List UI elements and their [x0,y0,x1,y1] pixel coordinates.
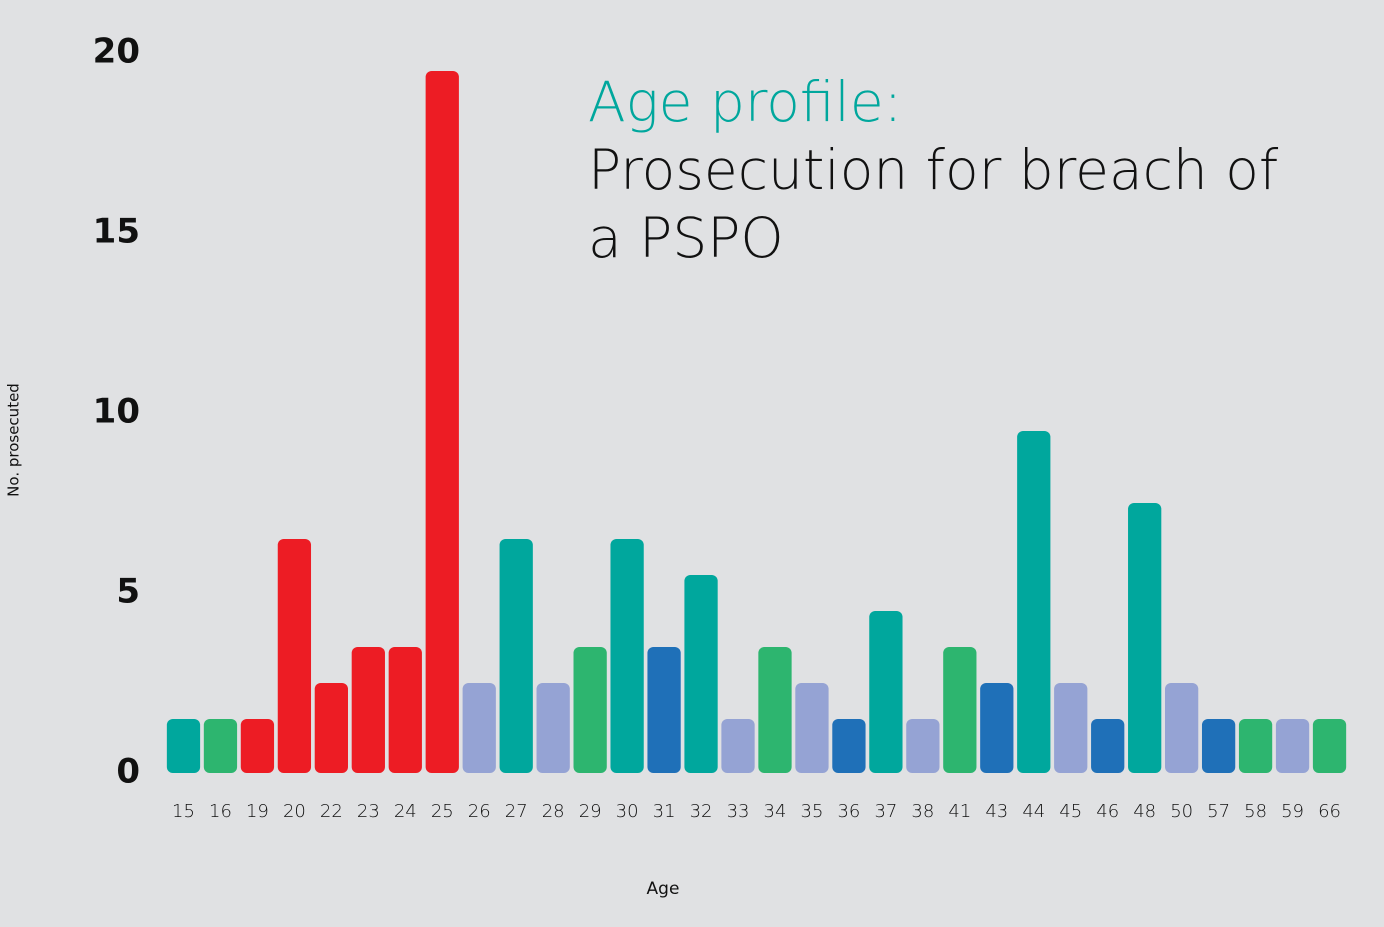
bar [869,611,903,773]
x-tick-label: 46 [1096,801,1119,822]
x-tick-label: 32 [690,801,713,822]
y-tick-label: 0 [116,752,140,792]
x-tick-label: 23 [357,801,380,822]
bar [795,683,829,773]
x-tick-label: 34 [764,801,787,822]
x-tick-label: 35 [801,801,824,822]
x-tick-label: 41 [948,801,971,822]
bar [943,647,977,773]
x-tick-label: 20 [283,801,306,822]
bar [499,539,533,773]
x-tick-label: 43 [985,801,1008,822]
bar [573,647,607,773]
y-tick-label: 20 [93,32,140,72]
x-tick-label: 19 [246,801,269,822]
x-tick-label: 30 [616,801,639,822]
bar [1165,683,1199,773]
x-tick-label: 57 [1207,801,1230,822]
x-tick-label: 31 [653,801,676,822]
x-tick-label: 25 [431,801,454,822]
x-tick-label: 15 [172,801,195,822]
x-tick-label: 38 [911,801,934,822]
x-tick-label: 37 [874,801,897,822]
bar [1238,719,1273,773]
x-tick-label: 45 [1059,801,1082,822]
bar [277,539,312,773]
bar [1128,503,1162,773]
bar [425,71,459,773]
bar [1091,719,1125,773]
x-tick-label: 24 [394,801,417,822]
chart-title: Age profile: [588,70,903,134]
bar [758,647,792,773]
bar [906,719,940,773]
bar [980,683,1014,773]
x-tick-label: 59 [1281,801,1304,822]
x-tick-label: 16 [209,801,232,822]
x-tick-label: 27 [505,801,528,822]
bar [1054,683,1088,773]
bar [166,719,201,773]
bar [1275,719,1310,773]
x-tick-label: 44 [1022,801,1045,822]
x-tick-label: 48 [1133,801,1156,822]
bar [1017,431,1051,773]
y-tick-label: 15 [93,212,140,252]
bar [351,647,385,773]
bar [684,575,718,773]
bar [536,683,570,773]
bar [721,719,755,773]
bar [1312,719,1347,773]
x-tick-label: 50 [1170,801,1193,822]
x-tick-label: 26 [468,801,491,822]
x-tick-label: 36 [837,801,860,822]
bar [203,719,238,773]
x-tick-label: 66 [1318,801,1341,822]
bar [462,683,496,773]
chart-subtitle: Prosecution for breach of a PSPO [588,138,1279,270]
bar [647,647,681,773]
title-block: Age profile: Prosecution for breach of a… [588,68,1288,272]
bar [610,539,644,773]
bar [1201,719,1236,773]
y-axis-label: No. prosecuted [5,383,23,497]
y-tick-label: 5 [116,572,140,612]
x-tick-label: 33 [727,801,750,822]
x-axis-label: Age [647,879,680,899]
bar [240,719,275,773]
y-tick-label: 10 [93,392,140,432]
bar [388,647,422,773]
x-tick-label: 29 [579,801,602,822]
x-tick-label: 22 [320,801,343,822]
bar [314,683,348,773]
bar [832,719,866,773]
x-tick-label: 58 [1244,801,1267,822]
x-tick-label: 28 [542,801,565,822]
